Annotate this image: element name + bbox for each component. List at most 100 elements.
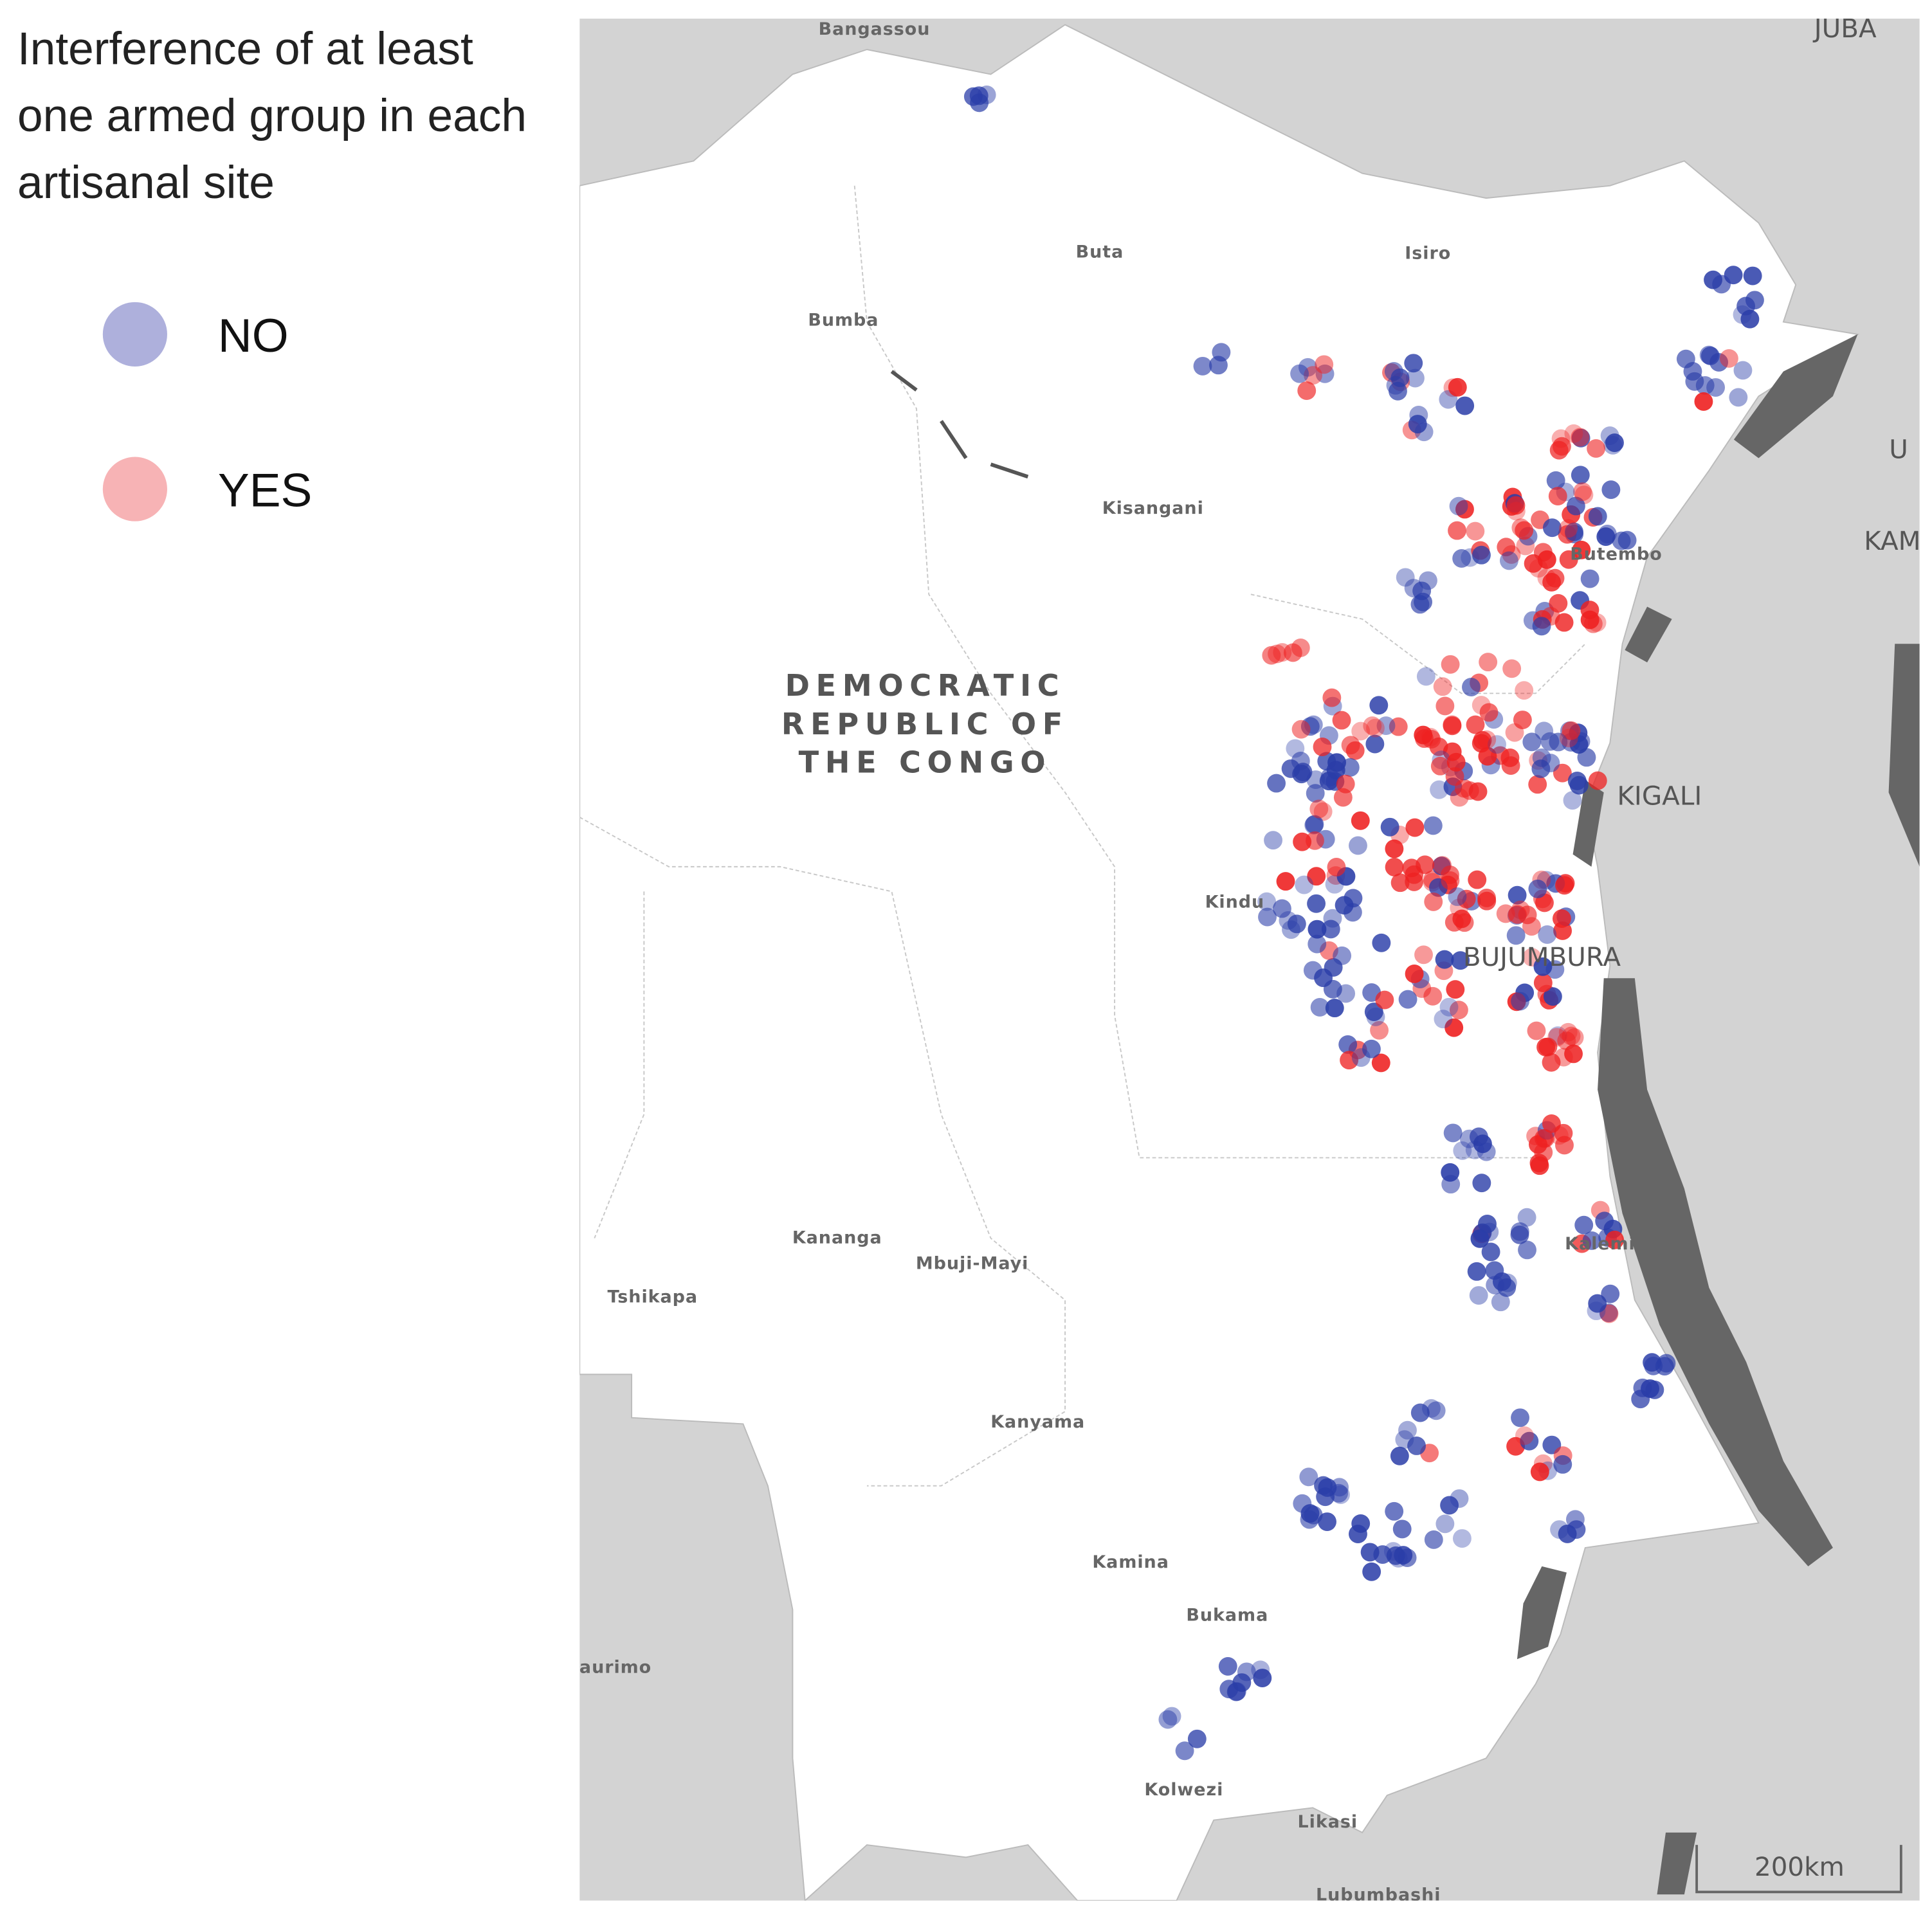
legend-label: YES — [218, 464, 312, 517]
site-dot — [1558, 1022, 1578, 1042]
site-dot — [1598, 525, 1617, 543]
site-dot — [1251, 1660, 1270, 1680]
site-dot — [1641, 1379, 1659, 1398]
site-dot — [1325, 875, 1344, 894]
site-dot — [1605, 433, 1624, 453]
city-label: Kamina — [1092, 1552, 1169, 1572]
site-dot — [1563, 791, 1582, 810]
site-dot — [1455, 500, 1474, 519]
site-dot — [1349, 1525, 1367, 1544]
site-dot — [1587, 1301, 1606, 1321]
site-dot — [1549, 732, 1568, 752]
site-dot — [1555, 876, 1574, 895]
site-dot — [1307, 867, 1326, 886]
site-dot — [1416, 855, 1435, 875]
site-dot — [1297, 381, 1317, 400]
site-dot — [1676, 349, 1695, 368]
site-dot — [1430, 756, 1450, 775]
site-dot — [1506, 926, 1526, 945]
site-dot — [1369, 696, 1389, 715]
site-dot — [1290, 364, 1309, 383]
site-dot — [1308, 934, 1327, 954]
site-dot — [1455, 396, 1475, 415]
site-dot — [1515, 521, 1534, 540]
site-dot — [1267, 774, 1286, 793]
basemap: Bangassou Buta Isiro Bumba Kisangani Butembo K… — [579, 13, 1920, 1901]
site-dot — [1441, 655, 1460, 674]
site-dot — [1299, 1467, 1318, 1487]
capital-label: KIGALI — [1617, 781, 1702, 811]
site-dot — [1340, 1051, 1359, 1070]
site-dot — [1587, 439, 1606, 458]
site-dot — [1293, 832, 1312, 851]
site-dot — [1310, 998, 1329, 1017]
site-dot — [1559, 729, 1578, 748]
site-dot — [1533, 957, 1553, 976]
site-dot — [1321, 920, 1340, 939]
site-dot — [1341, 736, 1360, 755]
site-dot — [1520, 1431, 1539, 1451]
site-dot — [1548, 487, 1567, 506]
country-label: DEMOCRATIC — [785, 668, 1066, 703]
lakes — [890, 334, 1920, 1895]
site-dot — [1395, 1430, 1414, 1449]
site-dot — [1422, 730, 1441, 749]
site-dot — [1390, 1446, 1409, 1465]
site-dot — [1542, 572, 1562, 592]
site-dot — [1424, 892, 1443, 911]
site-dot — [1307, 894, 1326, 913]
site-dot — [1571, 428, 1590, 447]
site-dot — [1351, 811, 1370, 830]
site-dot — [1396, 568, 1415, 587]
site-dot — [1308, 920, 1327, 939]
site-dot — [1446, 980, 1465, 999]
site-dot — [1542, 1053, 1561, 1072]
site-dot — [1479, 653, 1498, 672]
site-dot — [1446, 752, 1466, 772]
city-label: Butembo — [1570, 544, 1662, 564]
site-dot — [1323, 909, 1342, 928]
site-dot — [1462, 678, 1481, 696]
site-dots — [963, 86, 1764, 1761]
site-dot — [1449, 1001, 1468, 1020]
site-dot — [1488, 735, 1506, 754]
site-dot — [1385, 1501, 1404, 1521]
site-dot — [1448, 887, 1467, 906]
site-dot — [1477, 730, 1497, 749]
site-dot — [1457, 889, 1476, 909]
site-dot — [1564, 1044, 1583, 1064]
site-dot — [1451, 951, 1470, 970]
site-dot — [1588, 507, 1607, 526]
legend-swatch — [102, 302, 167, 367]
site-dot — [1517, 1208, 1536, 1227]
site-dot — [1511, 992, 1529, 1011]
site-dot — [1571, 466, 1590, 485]
site-dot — [1351, 721, 1371, 741]
site-dot — [1552, 909, 1571, 929]
site-dot — [1559, 519, 1578, 538]
capital-label: U — [1889, 433, 1908, 464]
site-dot — [1338, 1035, 1358, 1054]
city-label: Buta — [1076, 242, 1124, 262]
city-label: Likasi — [1298, 1812, 1358, 1832]
site-dot — [1443, 1123, 1463, 1143]
site-dot — [1466, 521, 1485, 541]
site-dot — [1315, 355, 1334, 374]
site-dot — [1524, 554, 1543, 573]
city-label: Mbuji-Mayi — [916, 1254, 1029, 1274]
site-dot — [1276, 872, 1295, 891]
site-dot — [1694, 392, 1713, 411]
site-dot — [1435, 950, 1454, 969]
site-dot — [1405, 872, 1424, 891]
title-line: artisanal site — [17, 158, 275, 208]
site-dot — [1449, 496, 1468, 516]
site-dot — [1340, 758, 1360, 777]
site-dot — [1376, 716, 1396, 736]
site-dot — [1515, 681, 1534, 700]
site-dot — [1414, 945, 1433, 965]
capital-label: BUJUMBURA — [1463, 941, 1621, 972]
site-dot — [1740, 309, 1760, 329]
site-dot — [1327, 858, 1346, 876]
capital-label: JUBA — [1812, 13, 1877, 44]
